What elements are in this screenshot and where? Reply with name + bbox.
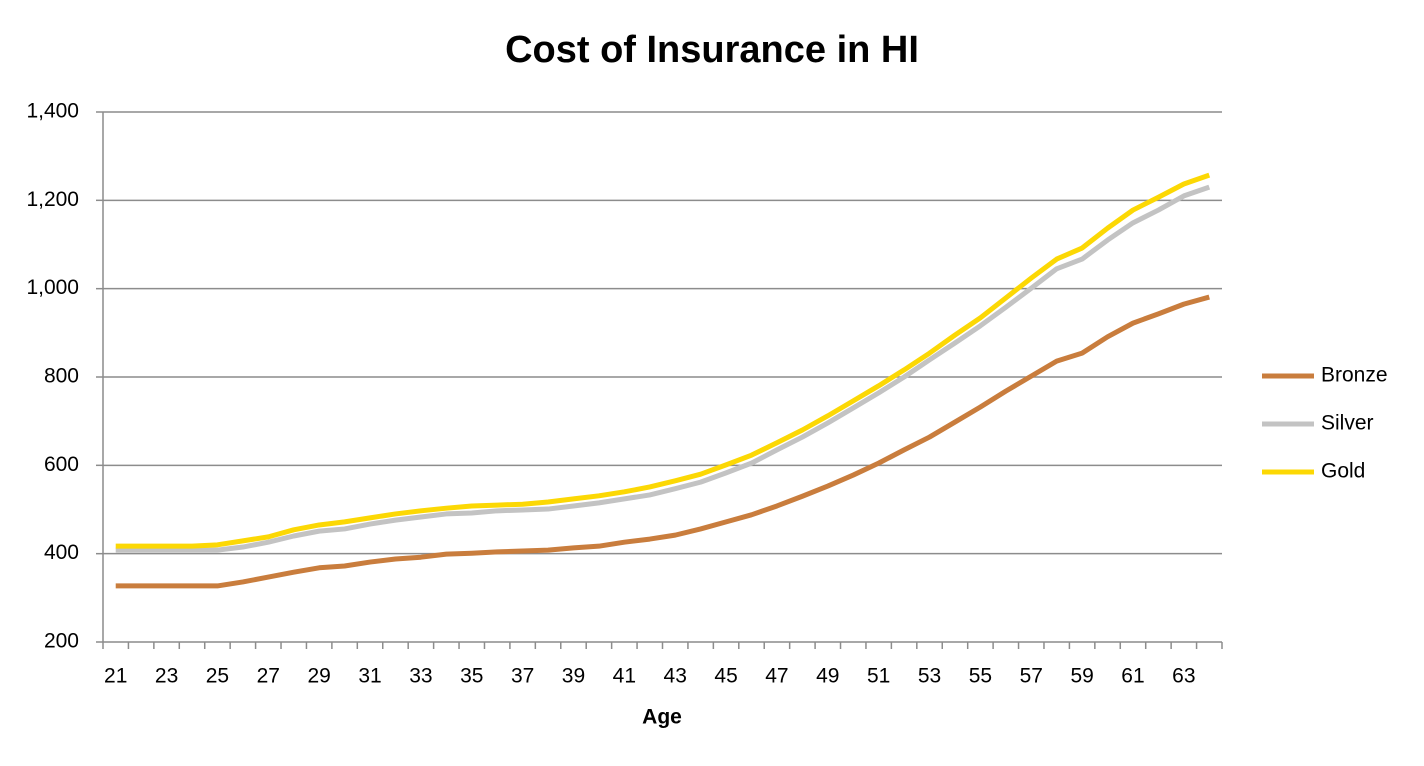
legend-label: Silver	[1321, 412, 1374, 435]
x-tick-label: 25	[206, 665, 229, 688]
y-tick-label: 600	[44, 453, 79, 476]
x-axis-label: Age	[642, 706, 682, 729]
legend-label: Gold	[1321, 460, 1365, 483]
series-line	[115, 172, 1211, 549]
series-line	[115, 184, 1211, 553]
x-tick-label: 53	[918, 665, 941, 688]
x-tick-label: 29	[307, 665, 330, 688]
x-tick-label: 27	[257, 665, 280, 688]
y-tick-label: 1,000	[26, 276, 79, 299]
y-tick-label: 800	[44, 365, 79, 388]
x-tick-label: 31	[358, 665, 381, 688]
x-tick-label: 41	[613, 665, 636, 688]
x-tick-label: 43	[664, 665, 687, 688]
x-tick-label: 47	[765, 665, 788, 688]
x-tick-label: 63	[1172, 665, 1195, 688]
x-tick-label: 59	[1070, 665, 1093, 688]
x-tick-label: 57	[1020, 665, 1043, 688]
x-tick-label: 49	[816, 665, 839, 688]
x-tick-label: 45	[714, 665, 737, 688]
y-tick-label: 400	[44, 541, 79, 564]
y-tick-label: 200	[44, 630, 79, 653]
x-tick-label: 61	[1121, 665, 1144, 688]
y-tick-label: 1,200	[26, 188, 79, 211]
series-line	[115, 294, 1210, 589]
x-tick-label: 55	[969, 665, 992, 688]
x-tick-label: 35	[460, 665, 483, 688]
x-tick-label: 21	[104, 665, 127, 688]
x-tick-label: 37	[511, 665, 534, 688]
legend-label: Bronze	[1321, 364, 1388, 387]
x-tick-label: 23	[155, 665, 178, 688]
chart-title: Cost of Insurance in HI	[505, 29, 919, 71]
x-tick-label: 33	[409, 665, 432, 688]
x-tick-label: 39	[562, 665, 585, 688]
x-tick-label: 51	[867, 665, 890, 688]
y-tick-label: 1,400	[26, 100, 79, 123]
